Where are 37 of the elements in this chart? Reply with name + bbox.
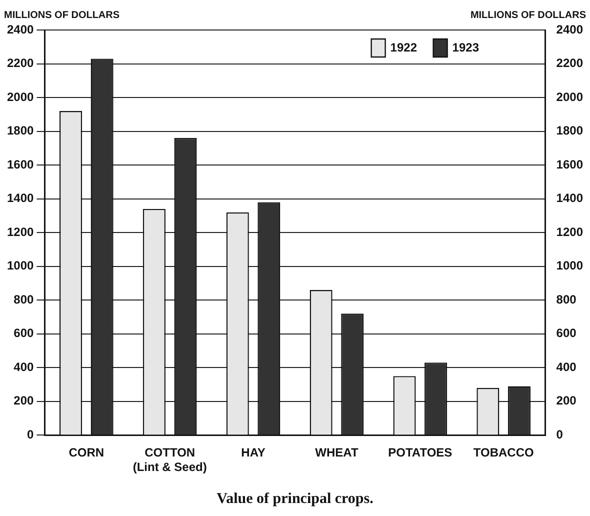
y-tick-label: 1200	[6, 224, 34, 239]
y-tick-label: 1600	[6, 157, 34, 172]
y-tick-label: 0	[27, 428, 34, 442]
y2-tick-label: 400	[556, 360, 577, 374]
y2-tick-label: 200	[556, 394, 577, 408]
y2-tick-label: 1000	[556, 258, 584, 273]
legend-label: 1922	[390, 40, 418, 54]
legend-label: 1923	[452, 40, 480, 54]
x-tick-label: TOBACCO	[473, 446, 534, 460]
y2-tick-label: 0	[556, 428, 564, 442]
y-tick-label: 600	[14, 326, 34, 340]
y2-axis-title: MILLIONS OF DOLLARS	[470, 10, 586, 21]
y-tick-label: 400	[14, 360, 34, 374]
y-tick-label: 2400	[6, 22, 34, 36]
y-tick-label: 2200	[6, 56, 34, 70]
y2-tick-label: 1400	[556, 191, 584, 206]
y-tick-label: 2000	[6, 90, 34, 104]
y2-tick-label: 2200	[556, 56, 584, 70]
x-tick-label: WHEAT	[315, 446, 359, 460]
y2-tick-label: 2000	[556, 90, 584, 104]
y-tick-label: 1000	[6, 258, 34, 273]
y2-tick-label: 1800	[556, 124, 584, 138]
y2-tick-label: 800	[556, 292, 577, 306]
y-tick-label: 200	[14, 394, 34, 408]
y-tick-label: 800	[14, 292, 34, 306]
y-tick-label: 1800	[6, 124, 34, 138]
text: Value of principal crops.	[216, 490, 374, 507]
y-axis-title: MILLIONS OF DOLLARS	[4, 10, 120, 21]
x-tick-label: CORN	[68, 446, 104, 460]
y2-tick-label: 2400	[556, 22, 584, 36]
y2-tick-label: 1200	[556, 224, 584, 239]
y2-tick-label: 1600	[556, 157, 584, 172]
x-tick-label: POTATOES	[388, 446, 452, 460]
x-tick-label: HAY	[241, 446, 266, 460]
y-tick-label: 1400	[6, 191, 34, 206]
y2-tick-label: 600	[556, 326, 577, 340]
x-tick-label: COTTON (Lint & Seed)	[132, 446, 207, 474]
